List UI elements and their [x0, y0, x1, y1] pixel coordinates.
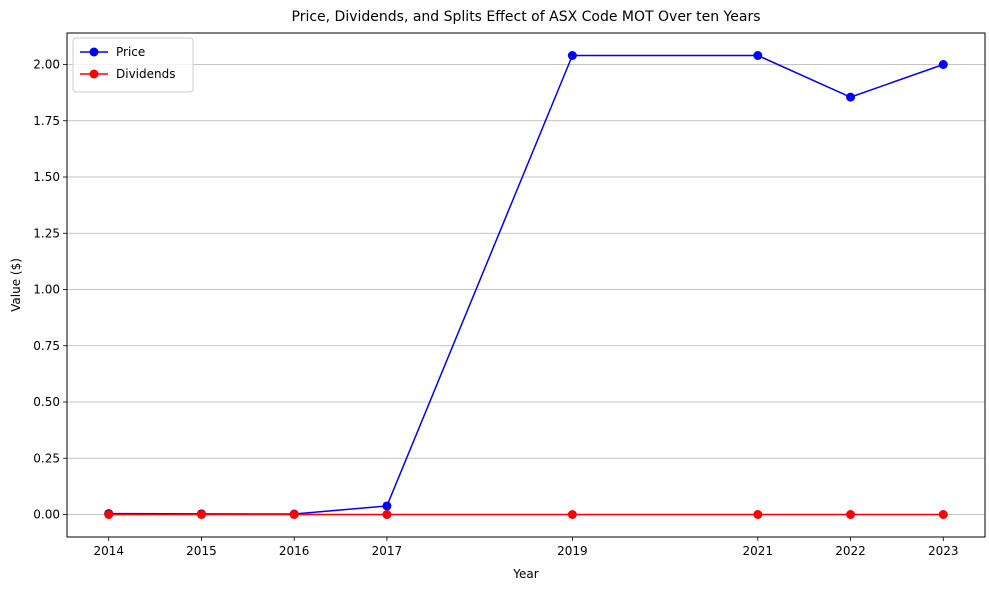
legend: Price Dividends [72, 37, 194, 93]
y-tick-label: 0.25 [33, 451, 60, 465]
y-tick-label: 0.75 [33, 339, 60, 353]
legend-marker-dividends [89, 69, 99, 79]
x-tick-label: 2015 [186, 544, 217, 558]
y-tick-label: 1.50 [33, 170, 60, 184]
legend-marker-price [89, 47, 99, 57]
y-axis-label: Value ($) [9, 258, 23, 312]
x-tick-label: 2023 [928, 544, 959, 558]
x-tick-label: 2021 [743, 544, 774, 558]
y-tick-label: 1.00 [33, 283, 60, 297]
y-tick-label: 0.50 [33, 395, 60, 409]
x-tick-label: 2016 [279, 544, 310, 558]
data-point-dividends [382, 510, 392, 519]
series-line-price [108, 54, 944, 515]
y-tick-label: 2.00 [33, 58, 60, 72]
plot-frame [66, 32, 986, 538]
data-point-price [846, 92, 856, 102]
data-point-dividends [289, 510, 299, 519]
data-point-price [938, 60, 948, 69]
y-tick-label: 1.75 [33, 114, 60, 128]
y-tick-label: 1.25 [33, 226, 60, 240]
data-point-dividends [938, 510, 948, 519]
series-dividends [104, 510, 948, 519]
data-point-dividends [104, 510, 114, 519]
data-point-dividends [846, 510, 856, 519]
x-tick-label: 2014 [93, 544, 124, 558]
data-point-dividends [567, 510, 577, 519]
data-point-dividends [753, 510, 763, 519]
x-tick-label: 2019 [557, 544, 588, 558]
x-axis-label: Year [512, 567, 538, 581]
legend-label-dividends: Dividends [116, 67, 175, 81]
chart-title: Price, Dividends, and Splits Effect of A… [292, 9, 761, 25]
y-tick-label: 0.00 [33, 508, 60, 522]
series-layer [104, 51, 948, 519]
y-axis: 0.00 0.25 0.50 0.75 1.00 1.25 1.50 1.75 2.00 [33, 58, 67, 522]
legend-label-price: Price [116, 45, 145, 59]
data-point-dividends [196, 510, 206, 519]
x-axis: 2014 2015 2016 2017 2019 2021 2022 2023 [93, 537, 959, 558]
data-point-price [382, 501, 392, 511]
data-point-price [567, 51, 577, 60]
data-point-price [753, 51, 763, 60]
x-tick-label: 2022 [835, 544, 866, 558]
grid-lines [67, 64, 985, 515]
x-tick-label: 2017 [372, 544, 403, 558]
